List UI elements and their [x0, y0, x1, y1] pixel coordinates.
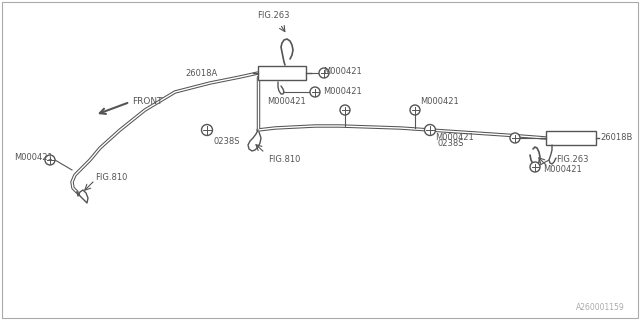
Text: M000421: M000421: [435, 133, 474, 142]
Text: M000421: M000421: [268, 98, 306, 107]
Text: 26018A: 26018A: [186, 68, 218, 77]
Circle shape: [310, 87, 320, 97]
Text: 0238S: 0238S: [214, 138, 241, 147]
Text: M000421: M000421: [323, 68, 362, 76]
Text: M000421: M000421: [14, 154, 52, 163]
Text: FIG.810: FIG.810: [95, 173, 127, 182]
Text: M000421: M000421: [420, 98, 459, 107]
Circle shape: [202, 124, 212, 135]
Bar: [546, 131, 596, 145]
Circle shape: [45, 155, 55, 165]
Circle shape: [410, 105, 420, 115]
Bar: [258, 66, 306, 80]
Text: 0238S: 0238S: [438, 139, 465, 148]
Circle shape: [319, 68, 329, 78]
Circle shape: [530, 162, 540, 172]
Text: A260001159: A260001159: [576, 303, 625, 312]
Circle shape: [510, 133, 520, 143]
Text: FRONT: FRONT: [132, 98, 163, 107]
Text: M000421: M000421: [543, 164, 582, 173]
Text: 26018B: 26018B: [600, 133, 632, 142]
Text: M000421: M000421: [323, 87, 362, 97]
Text: FIG.810: FIG.810: [268, 156, 300, 164]
Text: FIG.263: FIG.263: [257, 11, 289, 20]
Circle shape: [340, 105, 350, 115]
Circle shape: [424, 124, 435, 135]
Text: FIG.263: FIG.263: [556, 156, 589, 164]
